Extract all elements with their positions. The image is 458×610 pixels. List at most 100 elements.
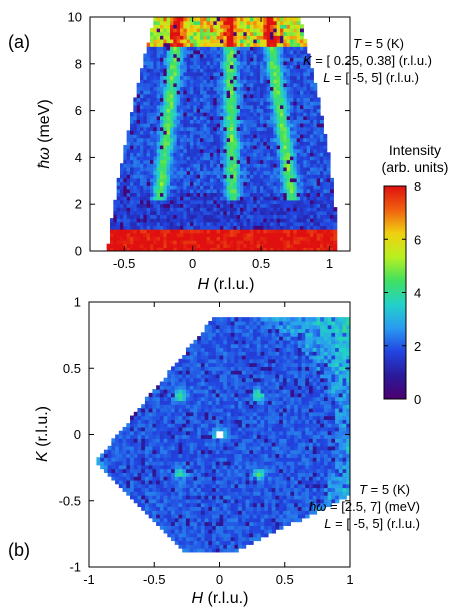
heatmap-cell: [263, 141, 268, 146]
heatmap-cell: [182, 491, 187, 496]
heatmap-cell: [296, 141, 301, 146]
heatmap-cell: [236, 192, 241, 197]
heatmap-cell: [230, 27, 234, 33]
heatmap-cell: [107, 461, 112, 466]
heatmap-cell: [200, 166, 204, 172]
heatmap-cell: [163, 126, 168, 131]
heatmap-cell: [183, 229, 188, 234]
heatmap-cell: [296, 144, 301, 150]
heatmap-cell: [297, 491, 303, 496]
heatmap-cell: [113, 207, 118, 212]
heatmap-cell: [150, 192, 154, 197]
heatmap-cell: [283, 38, 288, 44]
heatmap-cell: [293, 236, 298, 241]
heatmap-cell: [286, 24, 291, 29]
heatmap-cell: [240, 177, 244, 183]
heatmap-cell: [263, 247, 268, 251]
heatmap-cell: [256, 46, 261, 51]
heatmap-cell: [283, 97, 288, 102]
heatmap-cell: [346, 468, 350, 473]
heatmap-cell: [316, 214, 321, 219]
heatmap-cell: [270, 243, 274, 248]
heatmap-cell: [290, 115, 294, 120]
heatmap-cell: [331, 468, 336, 473]
heatmap-cell: [238, 479, 243, 485]
heatmap-cell: [230, 468, 236, 473]
heatmap-cell: [186, 79, 191, 84]
heatmap-cell: [253, 152, 258, 157]
heatmap-cell: [253, 536, 258, 542]
heatmap-cell: [313, 236, 318, 241]
heatmap-cell: [230, 24, 234, 29]
heatmap-cell: [163, 506, 168, 511]
heatmap-cell: [294, 517, 299, 523]
heatmap-cell: [271, 517, 277, 523]
heatmap-cell: [266, 221, 271, 227]
heatmap-cell: [140, 159, 144, 164]
heatmap-cell: [326, 218, 331, 223]
heatmap-cell: [301, 506, 306, 511]
heatmap-cell: [200, 491, 206, 496]
heatmap-cell: [243, 170, 248, 175]
heatmap-cell: [238, 476, 243, 481]
heatmap-cell: [316, 97, 321, 102]
heatmap-cell: [271, 468, 277, 473]
heatmap-cell: [308, 483, 314, 489]
heatmap-cell: [193, 93, 198, 99]
heatmap-cell: [249, 498, 254, 504]
heatmap-cell: [256, 123, 261, 128]
heatmap-cell: [236, 82, 241, 88]
heatmap-cell: [215, 498, 221, 504]
heatmap-cell: [174, 498, 180, 504]
heatmap-cell: [116, 192, 121, 197]
heatmap-cell: [245, 457, 250, 462]
heatmap-cell: [206, 86, 211, 91]
heatmap-cell: [233, 185, 238, 190]
heatmap-cell: [230, 137, 234, 142]
heatmap-cell: [283, 192, 288, 197]
heatmap-cell: [230, 510, 236, 515]
heatmap-cell: [216, 46, 221, 51]
heatmap-cell: [150, 130, 154, 135]
heatmap-cell: [249, 506, 254, 511]
heatmap-cell: [335, 472, 340, 477]
heatmap-cell: [156, 38, 161, 44]
heatmap-cell: [270, 27, 274, 33]
heatmap-cell: [170, 35, 174, 40]
heatmap-cell: [243, 240, 248, 245]
heatmap-cell: [226, 166, 231, 172]
heatmap-cell: [290, 240, 294, 245]
heatmap-cell: [290, 214, 294, 219]
heatmap-cell: [230, 188, 234, 194]
heatmap-cell: [266, 152, 271, 157]
heatmap-cell: [267, 457, 273, 462]
heatmap-cell: [293, 207, 298, 212]
heatmap-cell: [166, 247, 171, 251]
heatmap-cell: [223, 540, 228, 545]
heatmap-cell: [150, 185, 154, 190]
heatmap-cell: [283, 141, 288, 146]
heatmap-cell: [250, 196, 254, 201]
heatmap-cell: [123, 185, 128, 190]
heatmap-cell: [270, 82, 274, 88]
heatmap-cell: [196, 42, 201, 47]
heatmap-cell: [233, 225, 238, 230]
heatmap-cell: [276, 218, 281, 223]
heatmap-cell: [206, 144, 211, 150]
heatmap-cell: [173, 247, 178, 251]
heatmap-cell: [234, 479, 239, 485]
heatmap-cell: [273, 75, 278, 80]
heatmap-cell: [243, 123, 248, 128]
heatmap-cell: [280, 35, 284, 40]
heatmap-cell: [264, 529, 269, 534]
heatmap-cell: [141, 502, 146, 508]
heatmap-cell: [213, 90, 218, 95]
heatmap-cell: [270, 240, 274, 245]
heatmap-cell: [220, 79, 224, 84]
heatmap-cell: [210, 35, 214, 40]
heatmap-cell: [208, 498, 213, 504]
heatmap-cell: [173, 64, 178, 69]
heatmap-cell: [310, 104, 314, 110]
heatmap-cell: [103, 457, 109, 462]
heatmap-cell: [243, 82, 248, 88]
